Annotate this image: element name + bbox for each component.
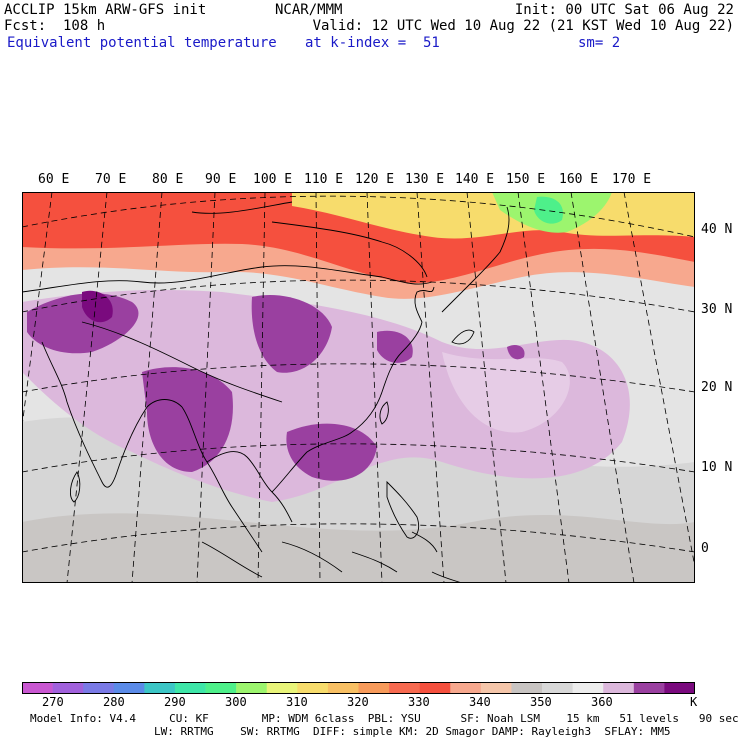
colorbar-cell — [480, 682, 512, 694]
coastlines — [22, 201, 510, 583]
institution-label: NCAR/MMM — [275, 2, 343, 18]
colorbar-unit: K — [690, 695, 698, 709]
model-title: ACCLIP 15km ARW-GFS init — [4, 2, 207, 18]
colorbar-cell — [266, 682, 298, 694]
map-border — [22, 192, 695, 583]
valid-time: Valid: 12 UTC Wed 10 Aug 22 (21 KST Wed … — [312, 18, 734, 34]
colorbar-cell — [297, 682, 329, 694]
init-time: Init: 00 UTC Sat 06 Aug 22 — [514, 2, 734, 18]
lon-label: 140 E — [455, 172, 495, 187]
forecast-hour: Fcst: 108 h — [4, 18, 106, 34]
colorbar-tick: 280 — [103, 695, 125, 709]
colorbar-cell — [389, 682, 420, 694]
colorbar-cell — [664, 682, 695, 694]
colorbar-tick: 290 — [164, 695, 186, 709]
colorbar-cell — [511, 682, 543, 694]
high-thetae-bengal — [142, 367, 233, 472]
lat-label: 40 N — [701, 222, 733, 237]
colorbar-tick: 340 — [469, 695, 491, 709]
lon-label: 150 E — [506, 172, 546, 187]
field-name: Equivalent potential temperature — [7, 35, 277, 51]
colorbar — [22, 682, 695, 694]
moist-region-east — [442, 352, 570, 433]
colorbar-cell — [236, 682, 268, 694]
colorbar-tick: 330 — [408, 695, 430, 709]
lon-label: 60 E — [38, 172, 70, 187]
colorbar-tick: 320 — [347, 695, 369, 709]
lon-label: 80 E — [152, 172, 184, 187]
lat-label: 0 — [701, 541, 709, 556]
lon-label: 110 E — [304, 172, 344, 187]
lon-label: 100 E — [253, 172, 293, 187]
lon-label: 90 E — [205, 172, 237, 187]
colorbar-cell — [83, 682, 115, 694]
high-thetae-scs — [286, 423, 377, 481]
colorbar-cell — [327, 682, 359, 694]
colorbar-cell — [52, 682, 84, 694]
colorbar-cell — [572, 682, 604, 694]
colorbar-cell — [22, 682, 53, 694]
green-core — [534, 196, 563, 224]
colorbar-cell — [205, 682, 237, 694]
lon-label: 120 E — [355, 172, 395, 187]
colorbar-cell — [633, 682, 665, 694]
colorbar-cell — [419, 682, 451, 694]
colorbar-cell — [113, 682, 145, 694]
lat-label: 20 N — [701, 380, 733, 395]
k-index-label: at k-index = 51 — [305, 35, 440, 51]
colorbar-cell — [603, 682, 635, 694]
high-thetae-china — [377, 330, 413, 363]
lon-label: 170 E — [612, 172, 652, 187]
colorbar-cell — [174, 682, 206, 694]
high-thetae-tibet — [251, 295, 332, 373]
colorbar-tick: 360 — [591, 695, 613, 709]
lon-label: 130 E — [405, 172, 445, 187]
lat-label: 10 N — [701, 460, 733, 475]
equatorial-band — [22, 513, 695, 583]
colorbar-cell — [144, 682, 176, 694]
lat-label: 30 N — [701, 302, 733, 317]
colorbar-tick: 350 — [530, 695, 552, 709]
map-panel — [22, 192, 695, 583]
lon-label: 160 E — [559, 172, 599, 187]
model-info-line2: LW: RRTMG SW: RRTMG DIFF: simple KM: 2D … — [154, 725, 671, 738]
lon-label: 70 E — [95, 172, 127, 187]
model-info-line1: Model Info: V4.4 CU: KF MP: WDM 6class P… — [30, 712, 739, 725]
high-thetae-west-core — [82, 290, 113, 323]
smoothing-label: sm= 2 — [578, 35, 621, 51]
colorbar-tick: 270 — [42, 695, 64, 709]
graticule — [22, 192, 695, 583]
colorbar-tick: 310 — [286, 695, 308, 709]
colorbar-cell — [450, 682, 482, 694]
high-thetae-pacific — [507, 345, 525, 360]
colorbar-cell — [358, 682, 390, 694]
colorbar-tick: 300 — [225, 695, 247, 709]
colorbar-cell — [542, 682, 573, 694]
